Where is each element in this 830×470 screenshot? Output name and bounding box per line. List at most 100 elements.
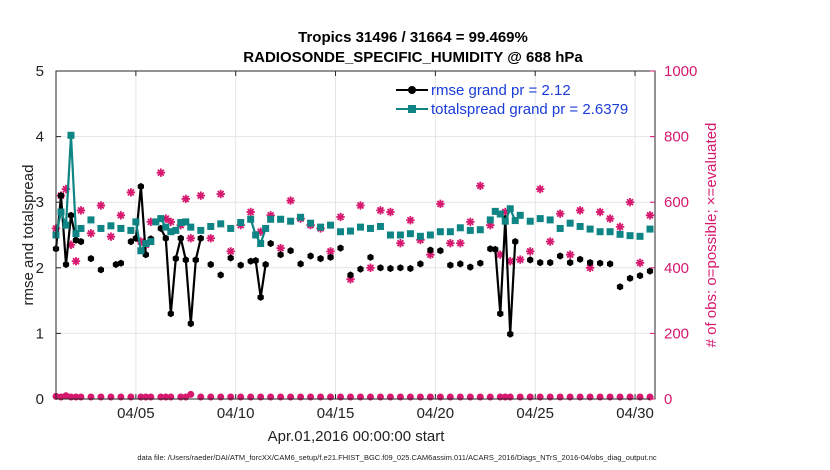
rmse-point [182,256,189,264]
rmse-point [87,255,95,263]
totalspread-point [152,218,160,226]
nobs-evaluated-point [575,206,585,215]
nobs-possible-point [187,390,195,398]
rmse-point [616,283,624,291]
nobs-evaluated-point-stroke [646,211,654,219]
rmse-point [587,259,594,267]
x-tick-label: 04/20 [417,405,455,422]
nobs-evaluated-point [76,206,86,215]
rmse-point [507,330,514,338]
rmse-point [337,244,344,252]
nobs-evaluated-point [565,250,575,259]
nobs-evaluated-point [396,239,405,248]
totalspread-point [57,208,65,216]
rmse-point [207,260,214,269]
totalspread-point [317,223,325,231]
totalspread-point [97,224,105,232]
x-tick-label: 04/05 [117,405,155,422]
rmse-point [327,253,334,261]
rmse-point [547,259,554,267]
rmse-point [607,260,614,268]
nobs-evaluated-point [186,234,195,243]
totalspread-point [77,224,85,232]
legend-totalspread-label: totalspread grand pr = 2.6379 [431,101,628,118]
y-left-tick-label: 4 [36,129,44,146]
plot-frame [55,70,656,400]
totalspread-point [506,205,514,213]
totalspread-point [486,216,494,224]
rmse-point [237,261,244,269]
nobs-evaluated-point-stroke [616,223,624,231]
totalspread-point [616,230,624,238]
rmse-point [262,260,269,269]
rmse-point [97,266,104,274]
totalspread-point [576,222,584,230]
totalspread-point [466,226,474,234]
totalspread-point [436,228,444,236]
totalspread-point [406,230,414,238]
nobs-evaluated-point-stroke [586,264,594,272]
nobs-evaluated-point [446,239,455,248]
totalspread-point [227,224,235,232]
totalspread-point [476,226,484,234]
nobs-evaluated-point [456,239,465,248]
nobs-evaluated-point [116,211,126,220]
legend: rmse grand pr = 2.12 totalspread grand p… [396,82,628,118]
rmse-point [317,255,324,263]
nobs-evaluated-point [555,209,565,218]
nobs-evaluated-point-stroke [117,211,125,219]
nobs-evaluated-point [206,234,215,243]
rmse-point [117,259,124,267]
rmse-point [267,239,274,248]
x-axis-label: Apr.01,2016 00:00:00 start [268,428,446,445]
rmse-point [172,255,179,263]
nobs-evaluated-point-stroke [157,169,165,177]
totalspread-point [501,217,509,225]
y-right-tick-label: 200 [664,325,689,342]
nobs-evaluated-point-stroke [476,182,484,190]
totalspread-point [606,228,614,236]
totalspread-point [162,223,170,231]
nobs-evaluated-point [286,196,295,205]
nobs-evaluated-point [545,237,555,246]
totalspread-point [536,215,544,223]
nobs-evaluated-point-stroke [182,195,190,203]
nobs-evaluated-point [436,199,445,209]
totalspread-point [586,225,594,233]
totalspread-point [416,232,424,240]
nobs-evaluated-point [276,243,285,253]
totalspread-point [252,231,260,239]
nobs-evaluated-point-stroke [227,247,235,256]
nobs-evaluated-point-stroke [107,233,115,241]
rmse-point [187,320,194,328]
rmse-point [377,264,384,272]
rmse-point [62,260,70,269]
nobs-evaluated-point-stroke [67,241,75,249]
totalspread-point [172,226,180,234]
totalspread-point [117,224,125,232]
rmse-point [527,256,534,264]
nobs-evaluated-point-stroke [466,218,474,226]
rmse-point [417,260,424,268]
rmse-point [497,310,504,318]
totalspread-point [132,218,140,226]
totalspread-point [277,215,285,223]
totalspread-point [157,215,165,223]
rmse-point [167,310,174,318]
y-right-tick-label: 800 [664,129,689,146]
nobs-evaluated-point-stroke [446,239,454,247]
nobs-evaluated-point-stroke [277,244,285,252]
nobs-evaluated-point-stroke [626,198,634,206]
rmse-point [137,182,144,191]
rmse-point [72,236,80,244]
rmse-point [567,259,574,267]
y-left-tick-label: 2 [36,260,44,277]
totalspread-point [396,231,404,239]
nobs-evaluated-point-stroke [546,237,554,246]
rmse-point [407,264,414,273]
nobs-evaluated-point [196,191,205,200]
rmse-point [287,247,294,255]
rmse-point [177,234,184,242]
nobs-evaluated-point-stroke [207,234,215,242]
